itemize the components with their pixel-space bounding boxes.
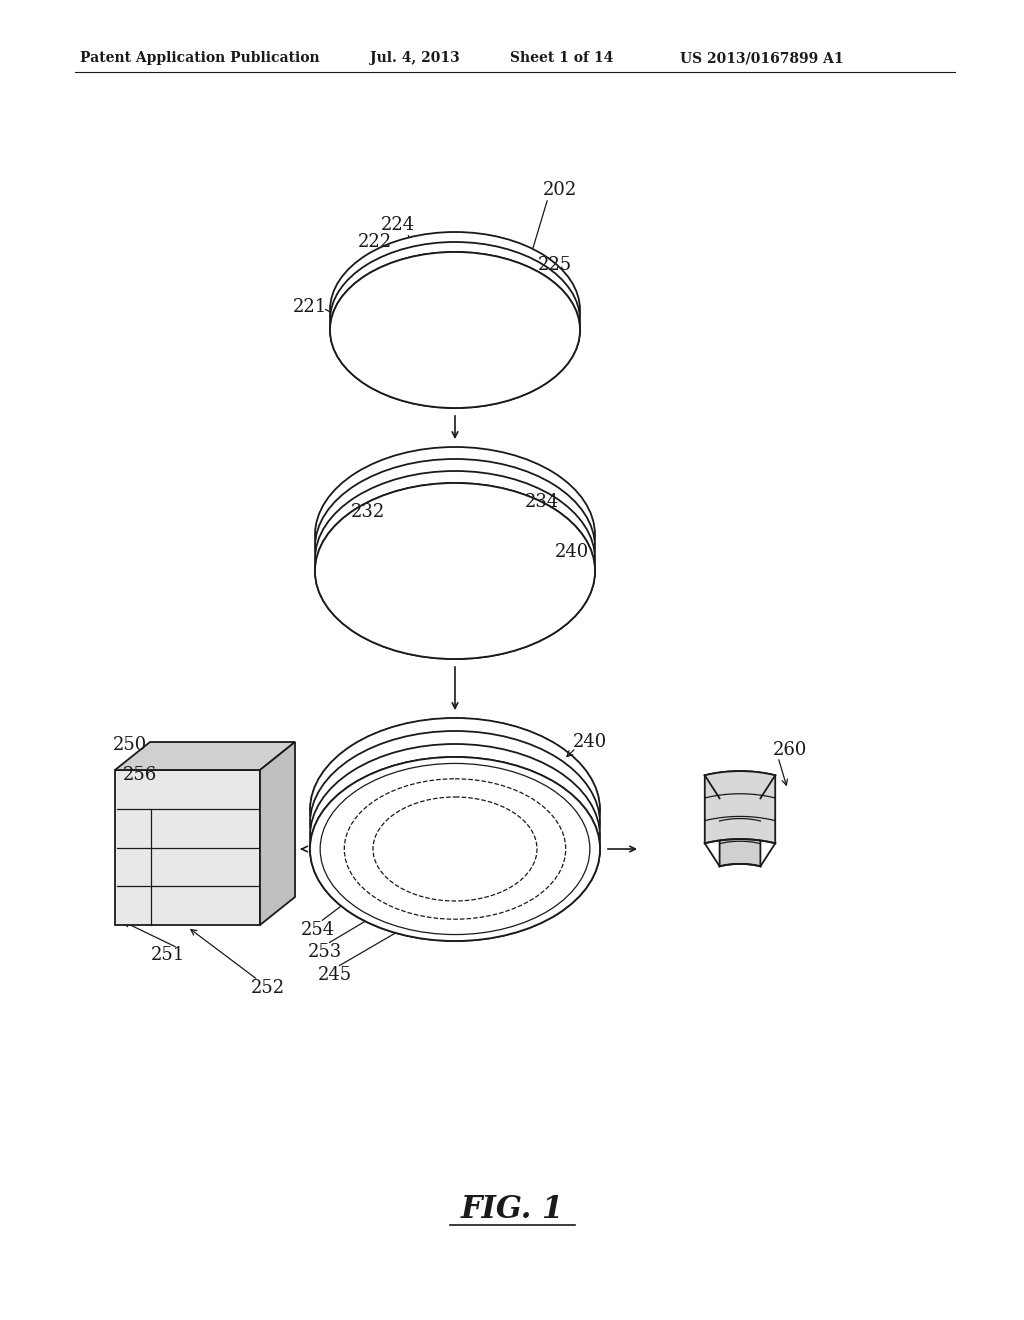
Ellipse shape: [344, 779, 565, 919]
Text: 221: 221: [293, 298, 327, 315]
Ellipse shape: [373, 784, 537, 888]
Ellipse shape: [330, 252, 580, 408]
Text: 254: 254: [301, 921, 335, 939]
Text: US 2013/0167899 A1: US 2013/0167899 A1: [680, 51, 844, 65]
Polygon shape: [705, 771, 775, 843]
Text: 252: 252: [251, 979, 285, 997]
Text: 240: 240: [572, 733, 607, 751]
Text: 224: 224: [381, 216, 415, 234]
Ellipse shape: [315, 483, 595, 659]
Text: Sheet 1 of 14: Sheet 1 of 14: [510, 51, 613, 65]
Text: 253: 253: [308, 942, 342, 961]
Ellipse shape: [315, 483, 595, 659]
Text: 256: 256: [123, 766, 157, 784]
Text: 234: 234: [525, 492, 559, 511]
Text: Patent Application Publication: Patent Application Publication: [80, 51, 319, 65]
Text: 251: 251: [151, 946, 185, 964]
Ellipse shape: [330, 252, 580, 408]
Ellipse shape: [310, 756, 600, 941]
Text: 245: 245: [317, 966, 352, 983]
Ellipse shape: [315, 447, 595, 623]
Ellipse shape: [373, 771, 537, 875]
Polygon shape: [115, 770, 260, 925]
Ellipse shape: [373, 797, 537, 902]
Ellipse shape: [310, 731, 600, 915]
Text: 202: 202: [543, 181, 578, 199]
Text: 225: 225: [538, 256, 572, 275]
Ellipse shape: [330, 232, 580, 388]
Text: FIG. 1: FIG. 1: [461, 1195, 563, 1225]
Polygon shape: [260, 742, 295, 925]
Text: Jul. 4, 2013: Jul. 4, 2013: [370, 51, 460, 65]
Ellipse shape: [315, 459, 595, 635]
Ellipse shape: [310, 744, 600, 928]
Polygon shape: [115, 742, 295, 770]
Text: 222: 222: [358, 234, 392, 251]
Ellipse shape: [315, 471, 595, 647]
Text: 240: 240: [555, 543, 589, 561]
Text: 260: 260: [773, 741, 807, 759]
Ellipse shape: [373, 758, 537, 862]
Ellipse shape: [330, 242, 580, 399]
Ellipse shape: [310, 756, 600, 941]
Polygon shape: [720, 796, 761, 866]
Text: 232: 232: [351, 503, 385, 521]
Polygon shape: [705, 771, 775, 799]
Text: 250: 250: [113, 737, 147, 754]
Ellipse shape: [310, 718, 600, 902]
